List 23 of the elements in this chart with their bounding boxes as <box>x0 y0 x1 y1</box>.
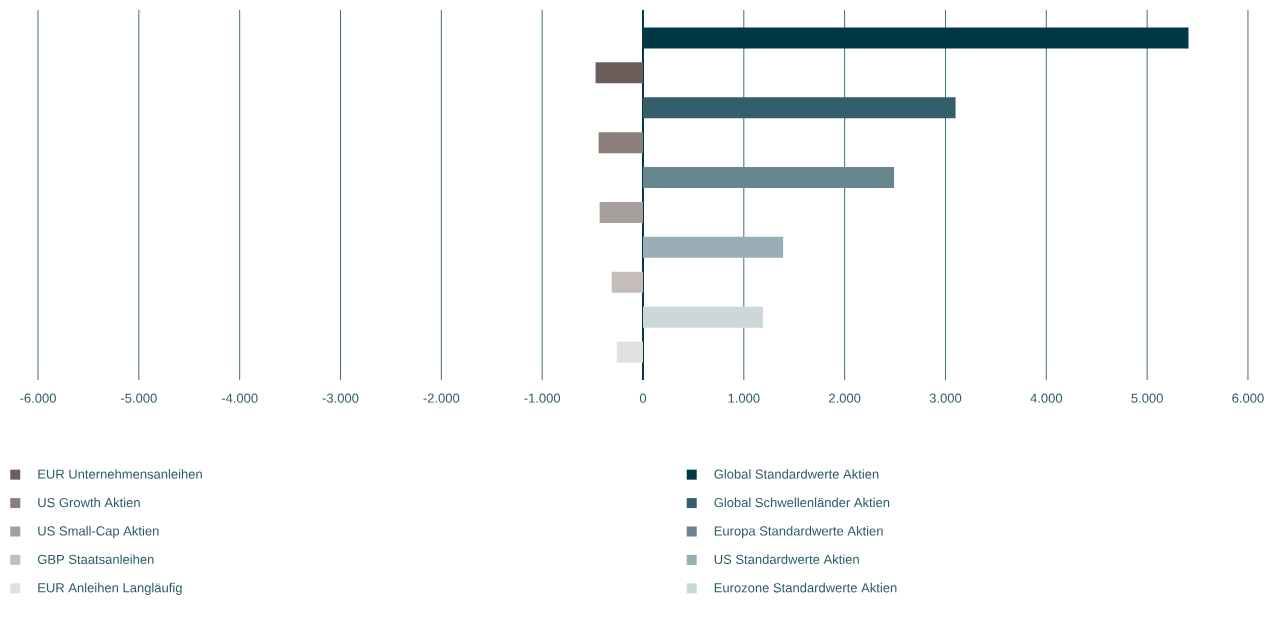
x-tick-label: 2.000 <box>829 393 861 403</box>
x-tick-label: -3.000 <box>322 393 359 403</box>
x-tick-label: 3.000 <box>929 393 962 403</box>
legend-label: EUR Anleihen Langläufig <box>38 582 182 595</box>
legend-label: GBP Staatsanleihen <box>37 554 154 564</box>
x-tick-label: -5.000 <box>120 393 157 403</box>
x-tick-label: 5.000 <box>1131 393 1163 403</box>
x-tick-label: -4.000 <box>221 393 258 403</box>
legend-label: Europa Standardwerte Aktien <box>714 526 883 539</box>
x-tick-label: -6.000 <box>20 393 56 403</box>
legend-label: Eurozone Standardwerte Aktien <box>714 582 897 593</box>
x-tick-label: -2.000 <box>423 393 460 403</box>
x-tick-label: -1.000 <box>524 393 561 403</box>
legend-label: US Small-Cap Aktien <box>38 526 159 539</box>
legend-label: US Standardwerte Aktien <box>714 554 859 564</box>
x-tick-label: 0 <box>639 393 647 403</box>
x-tick-label: 4.000 <box>1030 393 1063 403</box>
legend-label: US Growth Aktien <box>38 497 140 508</box>
x-tick-label: 6.000 <box>1232 393 1264 403</box>
legend-label: Global Standardwerte Aktien <box>714 469 879 479</box>
legend-label: Global Schwellenländer Aktien <box>714 497 890 508</box>
legend-label: EUR Unternehmensanleihen <box>38 469 202 479</box>
x-tick-label: 1.000 <box>728 393 760 403</box>
